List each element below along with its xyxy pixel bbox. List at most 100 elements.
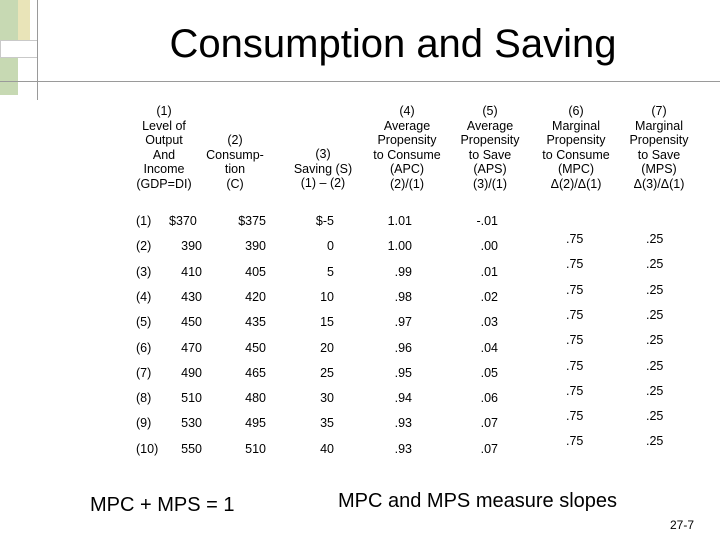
cell-s: 5 (327, 264, 334, 279)
cell-mpc: .75 (566, 232, 584, 246)
cell-idx: (7) (136, 365, 152, 380)
table-row: (5) 450 435 15 .97 .03 (0, 315, 720, 335)
cell-c: 405 (245, 264, 266, 279)
column-header-line: And (152, 147, 176, 162)
cell-mps: .25 (646, 232, 664, 246)
cell-apc: .94 (394, 391, 412, 406)
column-header-7: (7) Marginal Propensity to Save (MPS) Δ(3)/Δ(… (622, 104, 696, 191)
cell-aps: .02 (480, 289, 498, 304)
cell-idx: (2) (136, 239, 152, 254)
cell-apc: .96 (394, 340, 412, 355)
cell-gdp: 450 (181, 315, 202, 330)
column-header-line: Propensity (629, 133, 689, 147)
column-header-5: (5) Average Propensity to Save (APS) (3)/(1) (452, 104, 528, 191)
column-header-line: (MPC) (557, 162, 595, 176)
cell-idx: (3) (136, 264, 152, 279)
column-header-line: (5) (482, 104, 498, 118)
column-header-line: tion (224, 162, 246, 176)
cell-aps: .04 (480, 340, 498, 355)
slide-title: Consumption and Saving (169, 22, 617, 66)
column-header-line: Income (143, 162, 185, 176)
cell-s: 15 (320, 315, 334, 330)
page-number: 27-7 (670, 518, 695, 532)
cell-mps: .25 (646, 307, 664, 322)
decorative-horizontal-line (0, 81, 720, 82)
cell-mpc: .75 (566, 358, 584, 373)
cell-apc: .93 (394, 416, 412, 431)
cell-aps: .00 (480, 239, 498, 254)
column-header-line: Consump- (206, 147, 264, 162)
cell-c: 510 (245, 441, 266, 456)
cell-apc: .99 (394, 264, 412, 279)
table-row: (2) 390 390 0 1.00 .00 (0, 239, 720, 259)
cell-aps: .01 (480, 264, 498, 279)
cell-s: 35 (320, 416, 334, 431)
column-header-line: (APC) (389, 162, 425, 176)
column-header-line: Marginal (635, 118, 683, 133)
table-row: (7) 490 465 25 .95 .05 (0, 366, 720, 386)
column-header-line: (3) (315, 147, 331, 161)
cell-gdp: 390 (181, 239, 202, 254)
cell-c: 450 (245, 340, 266, 355)
cell-apc: 1.01 (387, 214, 412, 228)
column-header-line: (6) (568, 104, 584, 118)
column-header-line: Marginal (552, 118, 600, 133)
cell-apc: .93 (394, 441, 412, 456)
column-header-line: (1) (156, 104, 172, 118)
cell-gdp: 470 (181, 340, 202, 355)
cell-gdp: 510 (181, 391, 202, 406)
column-header-3: (3) Saving (S) (1) – (2) (280, 147, 366, 191)
column-header-line: to Consume (373, 147, 441, 162)
cell-idx: (10) (136, 441, 159, 456)
column-header-line: (GDP=DI) (136, 176, 192, 191)
column-header-line: Saving (S) (293, 161, 353, 176)
cell-c: $375 (238, 214, 266, 228)
cell-s: $-5 (315, 214, 334, 228)
column-header-4: (4) Average Propensity to Consume (APC) (2)/(… (362, 104, 452, 191)
cell-mps: .25 (646, 257, 664, 272)
cell-s: 0 (327, 239, 334, 254)
column-header-line: Propensity (546, 133, 606, 147)
cell-apc: .98 (394, 289, 412, 304)
cell-mps: .25 (646, 333, 664, 348)
column-header-line: to Consume (542, 147, 610, 162)
cell-apc: 1.00 (387, 239, 412, 254)
cell-mps: .25 (646, 409, 664, 424)
cell-c: 480 (245, 391, 266, 406)
cell-s: 30 (320, 391, 334, 406)
cell-gdp: 530 (181, 416, 202, 431)
cell-mps: .25 (646, 358, 664, 373)
column-header-line: Δ(3)/Δ(1) (633, 176, 685, 191)
cell-aps: .07 (480, 416, 498, 431)
column-header-line: Level of (142, 118, 186, 133)
column-header-line: to Save (468, 147, 512, 162)
cell-idx: (6) (136, 340, 152, 355)
cell-gdp: $370 (169, 214, 197, 228)
column-header-line: Δ(2)/Δ(1) (550, 176, 602, 191)
cell-s: 25 (320, 365, 334, 380)
cell-mpc: .75 (566, 307, 584, 322)
cell-aps: -.01 (476, 214, 498, 228)
cell-mpc: .75 (566, 257, 584, 272)
column-header-line: (APS) (473, 162, 507, 176)
table-row: (8) 510 480 30 .94 .06 (0, 391, 720, 411)
cell-aps: .03 (480, 315, 498, 330)
column-header-line: Average (383, 118, 431, 133)
cell-aps: .05 (480, 365, 498, 380)
cell-s: 10 (320, 289, 334, 304)
cell-mpc: .75 (566, 333, 584, 348)
column-header-line: Propensity (377, 133, 437, 147)
column-header-line: Propensity (460, 133, 520, 147)
cell-apc: .97 (394, 315, 412, 330)
cell-idx: (9) (136, 416, 152, 431)
column-header-line: (1) – (2) (300, 176, 346, 190)
cell-mpc: .75 (566, 383, 584, 398)
column-header-line: (7) (651, 104, 667, 118)
cell-c: 420 (245, 289, 266, 304)
cell-gdp: 430 (181, 289, 202, 304)
cell-mpc: .75 (566, 409, 584, 424)
cell-gdp: 410 (181, 264, 202, 279)
cell-gdp: 550 (181, 441, 202, 456)
cell-aps: .06 (480, 391, 498, 406)
cell-gdp: 490 (181, 365, 202, 380)
